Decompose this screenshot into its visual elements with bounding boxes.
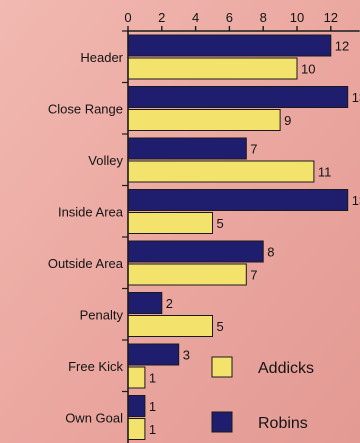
bar-addicks-free-kick [127,366,146,389]
bar-robins-inside-area [127,189,349,211]
data-label: 1 [149,371,156,386]
category-label: Penalty [80,308,124,323]
data-label: 13 [352,193,360,208]
bar-addicks-volley [127,160,315,183]
data-label: 9 [284,113,291,128]
category-label: Close Range [48,102,123,117]
category-label: Outside Area [48,256,124,271]
data-label: 5 [217,319,224,334]
bar-robins-outside-area [127,240,264,263]
data-label: 2 [166,296,173,311]
category-label: Free Kick [68,359,123,374]
legend-label-addicks: Addicks [258,360,314,377]
data-label: 10 [301,62,315,77]
x-tick-label: 10 [290,10,304,25]
legend-label-robins: Robins [258,415,308,432]
data-label: 1 [149,422,156,437]
x-tick-label: 12 [324,10,338,25]
x-tick-label: 2 [158,10,165,25]
x-tick-label: 8 [260,10,267,25]
data-label: 7 [250,268,257,283]
bar-addicks-own-goal [127,418,146,440]
data-label: 3 [183,348,190,363]
category-label: Own Goal [65,411,123,426]
data-label: 8 [267,245,274,260]
bar-addicks-inside-area [127,212,213,234]
bar-robins-close-range [127,86,349,108]
bar-robins-header [127,34,332,57]
legend-swatch-addicks [211,356,233,378]
data-label: 13 [352,90,360,105]
data-label: 7 [250,142,257,157]
bar-robins-penalty [127,292,163,314]
data-label: 5 [217,216,224,231]
bar-addicks-close-range [127,109,281,131]
bar-addicks-header [127,57,298,80]
category-label: Volley [88,153,123,168]
legend-swatch-robins [211,411,233,433]
x-tick-label: 6 [226,10,233,25]
bar-addicks-outside-area [127,263,247,286]
x-tick-label: 0 [124,10,131,25]
x-tick-label: 4 [192,10,199,25]
bar-robins-volley [127,137,247,160]
category-label: Inside Area [58,205,124,220]
data-label: 12 [335,39,349,54]
data-label: 11 [318,165,332,180]
bar-robins-free-kick [127,343,180,366]
category-label: Header [80,50,123,65]
bar-robins-own-goal [127,395,146,417]
bar-addicks-penalty [127,315,213,337]
data-label: 1 [149,399,156,414]
